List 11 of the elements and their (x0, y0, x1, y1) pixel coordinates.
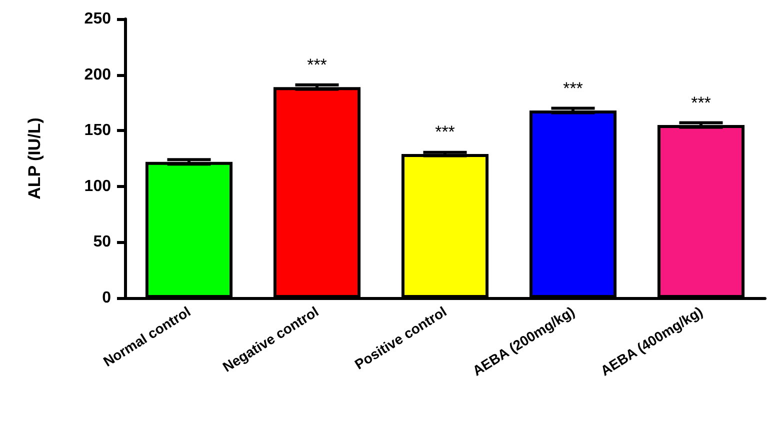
annotation: *** (435, 122, 456, 142)
y-tick-label: 0 (102, 290, 112, 306)
annotation: *** (563, 79, 584, 98)
annotation: *** (691, 94, 712, 113)
y-axis-title: ALP (IU/L) (25, 118, 44, 200)
y-tick-label: 50 (93, 234, 112, 251)
y-tick-label: 250 (84, 10, 112, 28)
y-tick-label: 100 (84, 178, 112, 195)
annotation: *** (307, 56, 328, 75)
y-tick-label: 200 (84, 66, 112, 84)
y-tick-label: 150 (84, 122, 112, 140)
